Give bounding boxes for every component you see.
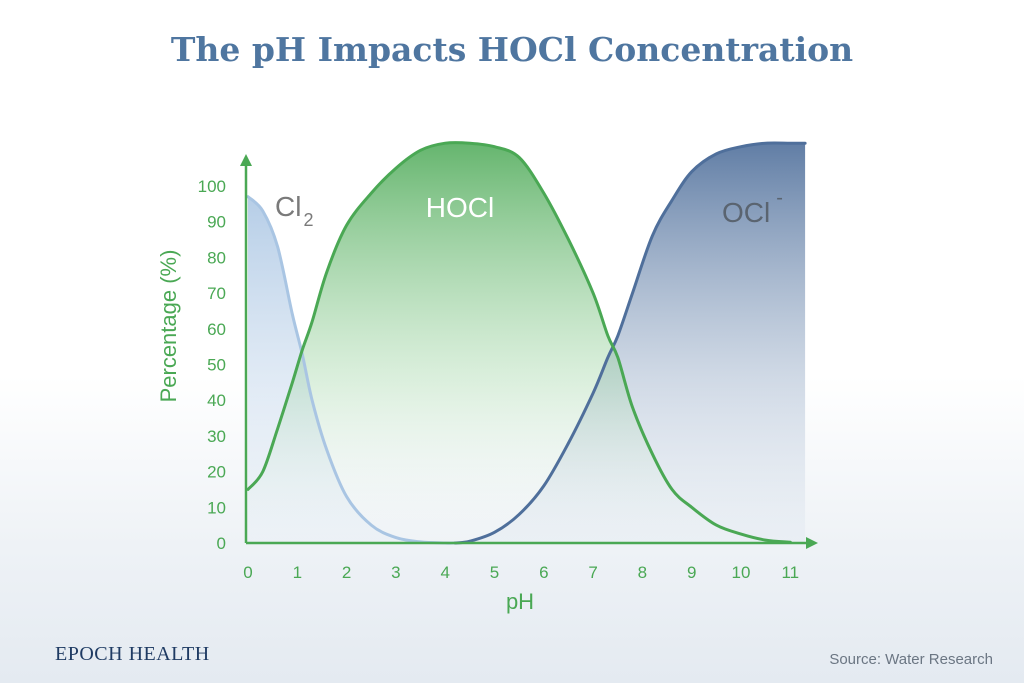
line-ocl [453,141,807,545]
x-tick-label: 4 [440,563,449,582]
x-axis-arrow [806,537,818,549]
y-tick-label: 80 [207,248,226,267]
y-tick-label: 0 [217,534,226,553]
line-hocl [246,141,792,544]
y-tick-label: 50 [207,356,226,375]
series-label-cl2: Cl 2 [275,191,313,230]
x-tick-label: 10 [732,563,751,582]
y-tick-label: 10 [207,498,226,517]
area-ocl [455,142,806,543]
y-tick-label: 90 [207,213,226,232]
y-axis-arrow [240,154,252,166]
y-tick-label: 60 [207,320,226,339]
x-tick-label: 8 [638,563,647,582]
y-tick-label: 20 [207,463,226,482]
x-tick-label: 7 [588,563,597,582]
series-label-cl2-subscript: 2 [303,210,313,230]
x-axis-label: pH [506,589,534,614]
y-tick-label: 70 [207,284,226,303]
area-hocl [248,142,791,543]
x-tick-label: 11 [781,563,799,582]
y-tick-label: 30 [207,427,226,446]
x-tick-label: 3 [391,563,400,582]
series-label-hocl: HOCl [426,192,494,223]
brand-logo: EPOCH HEALTH [55,643,210,665]
y-tick-label: 40 [207,391,226,410]
chart-title: The pH Impacts HOCl Concentration [170,30,854,69]
x-tick-label: 1 [293,563,302,582]
x-tick-label: 0 [243,563,252,582]
x-tick-label: 5 [490,563,499,582]
y-tick-label: 100 [198,177,226,196]
x-tick-label: 9 [687,563,696,582]
x-tick-label: 6 [539,563,548,582]
source-note: Source: Water Research [829,651,993,668]
x-tick-label: 2 [342,563,351,582]
series-label-ocl-superscript: - [776,187,783,209]
y-axis-label: Percentage (%) [156,250,181,403]
